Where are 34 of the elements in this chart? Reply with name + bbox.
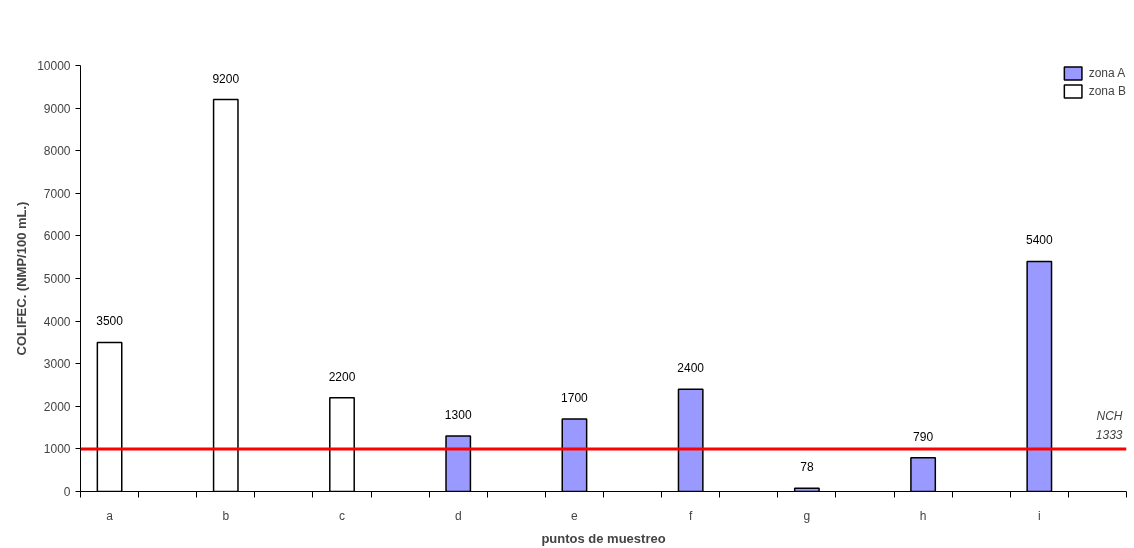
y-axis-title: COLIFEC. (NMP/100 mL.)	[14, 201, 30, 356]
data-label: 3500	[96, 314, 124, 329]
data-label: 1300	[444, 408, 472, 423]
x-tick-label: b	[222, 508, 230, 523]
y-tick-label: 3000	[43, 357, 71, 372]
data-label: 5400	[1025, 233, 1054, 248]
data-label: 2200	[328, 369, 356, 384]
data-label: 2400	[677, 361, 705, 376]
y-tick-label: 7000	[43, 186, 71, 201]
x-tick-label: g	[803, 508, 811, 523]
y-tick-label: 2000	[43, 399, 71, 414]
data-label: 1700	[561, 391, 589, 406]
y-tick-label: 8000	[43, 144, 71, 159]
y-tick-label: 5000	[43, 272, 71, 286]
y-tick-label: 1000	[43, 442, 71, 457]
x-tick-label: d	[454, 508, 462, 523]
legend-label: zona A	[1088, 66, 1126, 80]
x-tick-label: f	[689, 508, 693, 523]
x-tick-label: c	[339, 508, 345, 523]
x-tick-label: e	[571, 508, 579, 523]
x-tick-label: i	[1038, 508, 1041, 523]
data-label: 78	[800, 460, 814, 475]
y-tick-label: 0	[63, 485, 71, 499]
ref-line-label: NCH 1333	[1095, 408, 1123, 442]
legend-label: zona B	[1088, 84, 1126, 98]
y-tick-label: 4000	[43, 314, 71, 329]
data-label: 9200	[212, 71, 240, 86]
y-tick-label: 9000	[43, 101, 71, 116]
x-tick-label: h	[919, 508, 927, 523]
y-tick-label: 6000	[43, 229, 71, 244]
x-axis-title: puntos de muestreo	[541, 530, 666, 546]
y-tick-label: 10000	[37, 59, 71, 73]
x-tick-label: a	[106, 508, 114, 523]
data-label: 790	[913, 429, 934, 444]
